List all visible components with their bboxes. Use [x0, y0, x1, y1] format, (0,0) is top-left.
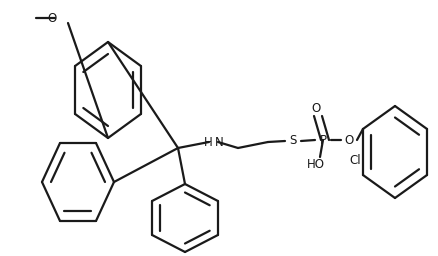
Text: O: O [311, 101, 320, 114]
Text: Cl: Cl [348, 155, 360, 167]
Text: O: O [343, 133, 353, 146]
Text: N: N [215, 135, 223, 148]
Text: S: S [289, 134, 296, 147]
Text: H: H [204, 135, 212, 148]
Text: O: O [47, 12, 57, 25]
Text: HO: HO [306, 158, 324, 172]
Text: P: P [319, 133, 326, 146]
